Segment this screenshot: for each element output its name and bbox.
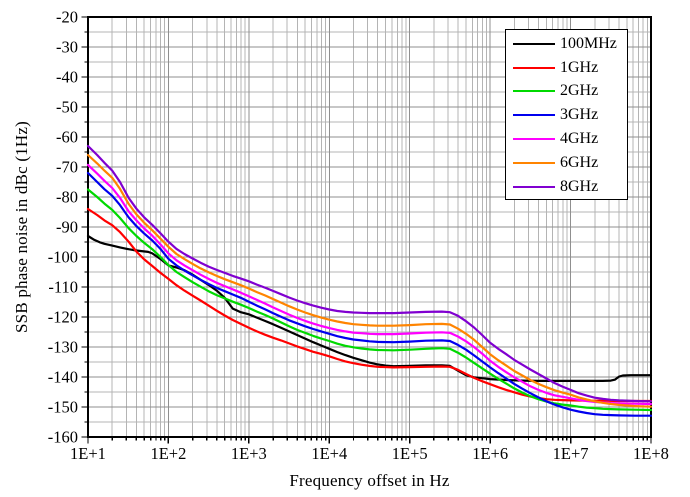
x-tick-label: 1E+1 [70, 444, 106, 463]
series-curves [86, 144, 653, 417]
legend-label: 100MHz [560, 34, 617, 52]
axis-ticks [81, 16, 652, 444]
legend-line-swatch [513, 66, 555, 69]
y-tick-label: -70 [56, 158, 78, 177]
legend-line-swatch [513, 42, 555, 45]
legend-label: 1GHz [560, 58, 599, 76]
y-tick-label: -20 [56, 8, 78, 27]
legend-entry-100MHz: 100MHz [506, 32, 627, 56]
y-tick-label: -30 [56, 38, 78, 57]
y-tick-label: -150 [48, 398, 78, 417]
legend-label: 6GHz [560, 153, 599, 171]
legend-label: 4GHz [560, 130, 599, 148]
legend-line-swatch [513, 161, 555, 164]
x-tick-label: 1E+4 [311, 444, 347, 463]
x-tick-label: 1E+3 [231, 444, 267, 463]
y-tick-label: -90 [56, 218, 78, 237]
legend: 100MHz 1GHz 2GHz 3GHz 4GHz 6GHz 8GHz [505, 29, 628, 200]
y-tick-label: -40 [56, 68, 78, 87]
y-tick-label: -100 [48, 248, 78, 267]
y-tick-label: -140 [48, 368, 78, 387]
series-line-4GHz [86, 163, 653, 406]
y-tick-label: -60 [56, 128, 78, 147]
y-tick-label: -120 [48, 308, 78, 327]
legend-entry-2GHz: 2GHz [506, 80, 627, 104]
series-line-6GHz [86, 153, 653, 408]
y-tick-label: -160 [48, 428, 78, 447]
x-tick-label: 1E+2 [150, 444, 186, 463]
y-axis-title: SSB phase noise in dBc (1Hz) [12, 121, 31, 333]
legend-entry-6GHz: 6GHz [506, 151, 627, 175]
x-tick-label: 1E+6 [472, 444, 508, 463]
legend-entry-1GHz: 1GHz [506, 56, 627, 80]
legend-line-swatch [513, 114, 555, 117]
x-tick-label: 1E+7 [553, 444, 589, 463]
tick-labels: 1E+1 1E+2 1E+3 1E+4 1E+5 1E+6 1E+7 1E+8 -20 -30 -4… [48, 8, 669, 464]
series-line-8GHz [86, 144, 653, 403]
x-tick-label: 1E+8 [633, 444, 669, 463]
legend-entry-3GHz: 3GHz [506, 103, 627, 127]
y-tick-label: -110 [48, 278, 78, 297]
legend-line-swatch [513, 138, 555, 141]
legend-line-swatch [513, 185, 555, 188]
y-tick-label: -80 [56, 188, 78, 207]
y-tick-label: -50 [56, 98, 78, 117]
legend-line-swatch [513, 90, 555, 93]
legend-label: 2GHz [560, 82, 599, 100]
legend-label: 3GHz [560, 106, 599, 124]
series-line-3GHz [86, 171, 653, 417]
x-tick-label: 1E+5 [392, 444, 428, 463]
y-tick-label: -130 [48, 338, 78, 357]
legend-label: 8GHz [560, 177, 599, 195]
legend-entry-8GHz: 8GHz [506, 175, 627, 199]
x-axis-title: Frequency offset in Hz [289, 471, 450, 490]
series-line-100MHz [86, 234, 653, 382]
legend-entry-4GHz: 4GHz [506, 127, 627, 151]
